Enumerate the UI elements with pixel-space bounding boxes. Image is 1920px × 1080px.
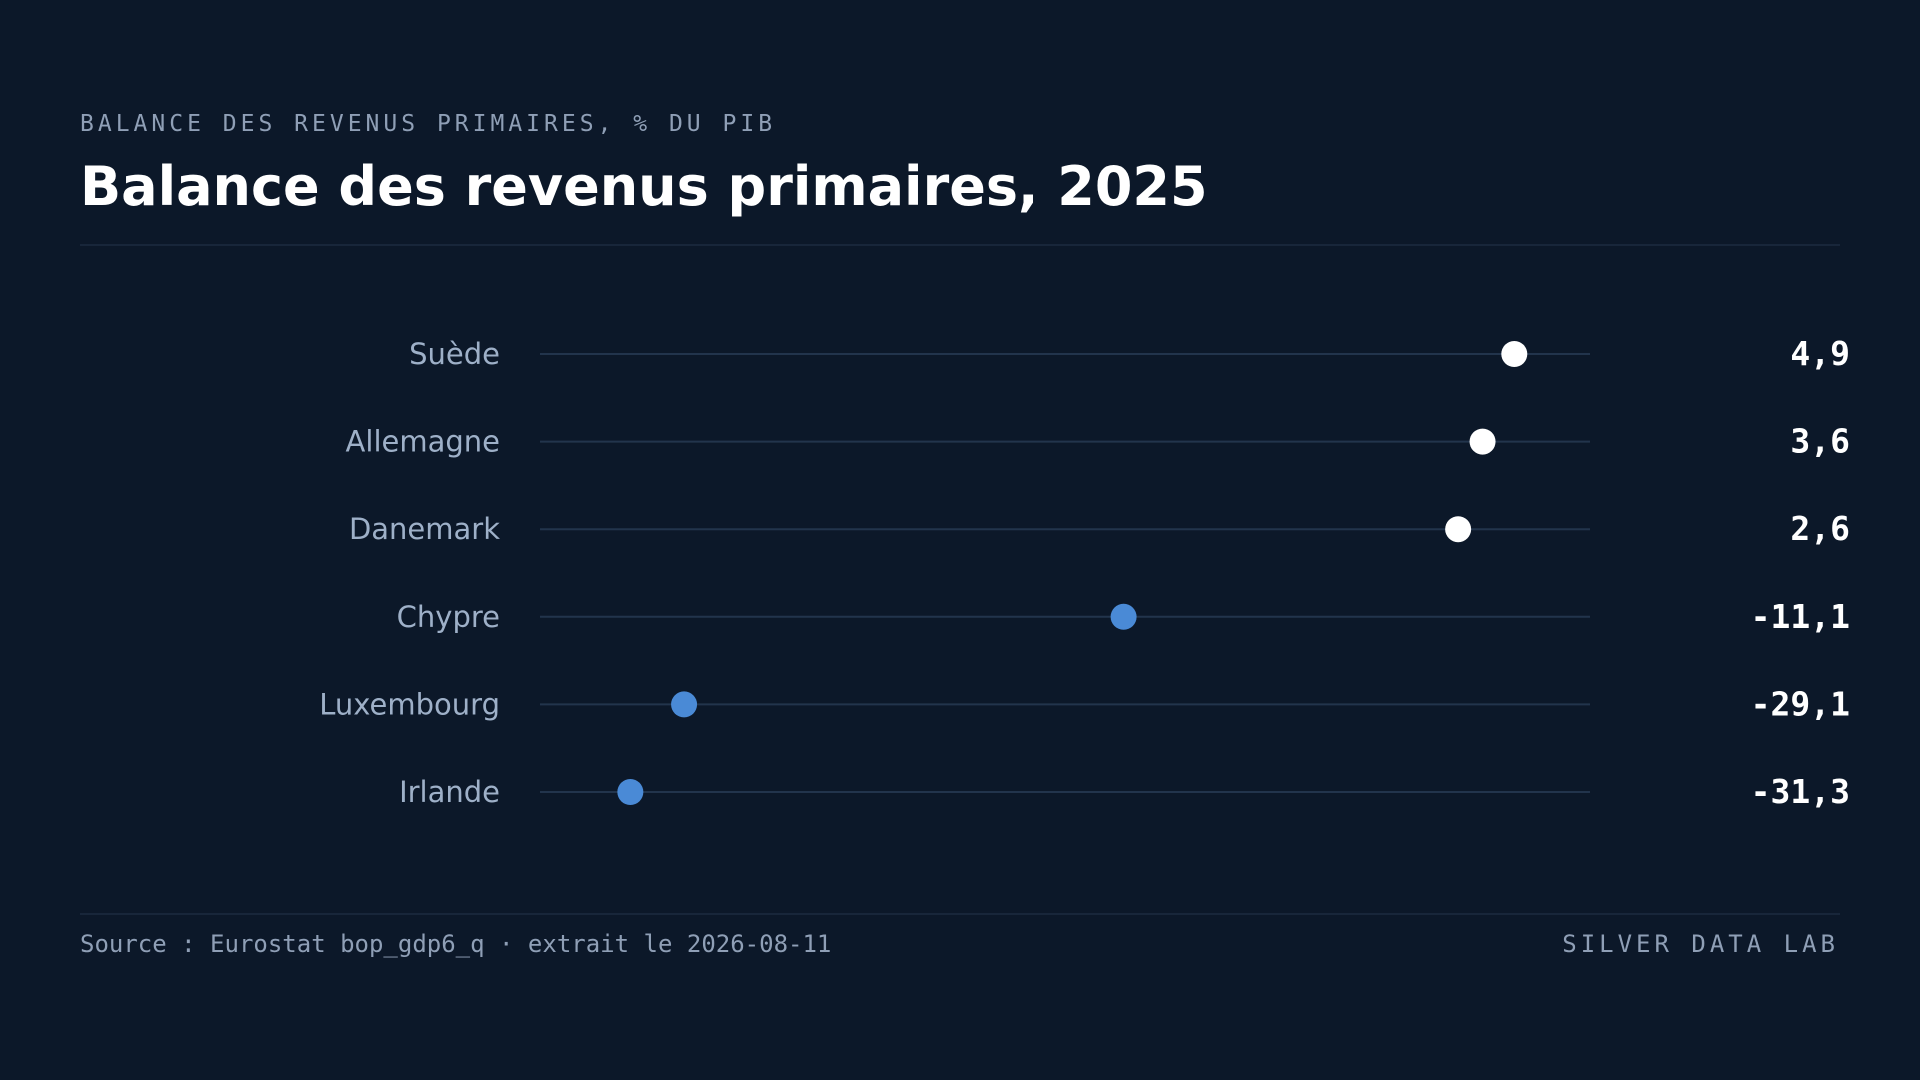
value-label: -29,1 — [1751, 684, 1850, 723]
brand-label: SILVER DATA LAB — [1562, 930, 1839, 958]
value-label: 2,6 — [1790, 509, 1850, 548]
value-label: -11,1 — [1751, 597, 1850, 636]
category-label: Irlande — [399, 775, 500, 809]
data-point — [671, 691, 698, 718]
value-label: 4,9 — [1790, 334, 1850, 373]
category-label: Danemark — [349, 512, 500, 546]
data-point — [1110, 603, 1137, 630]
category-label: Allemagne — [346, 425, 500, 459]
data-point — [617, 779, 644, 805]
category-label: Suède — [409, 337, 500, 371]
chart-rows: Suède 4,9 Allemagne 3,6 Danemark 2,6 Chypre -11… — [319, 334, 1850, 811]
data-point — [1445, 516, 1472, 543]
category-label: Luxembourg — [319, 687, 500, 721]
source-note: Source : Eurostat bop_gdp6_q · extrait l… — [80, 930, 831, 958]
data-point — [1501, 341, 1528, 367]
chart-title: Balance des revenus primaires, 2025 — [80, 155, 1208, 218]
value-label: -31,3 — [1751, 772, 1850, 811]
category-label: Chypre — [397, 600, 500, 634]
value-label: 3,6 — [1790, 422, 1850, 461]
chart-kicker: BALANCE DES REVENUS PRIMAIRES, % DU PIB — [80, 111, 776, 137]
data-point — [1469, 428, 1496, 455]
